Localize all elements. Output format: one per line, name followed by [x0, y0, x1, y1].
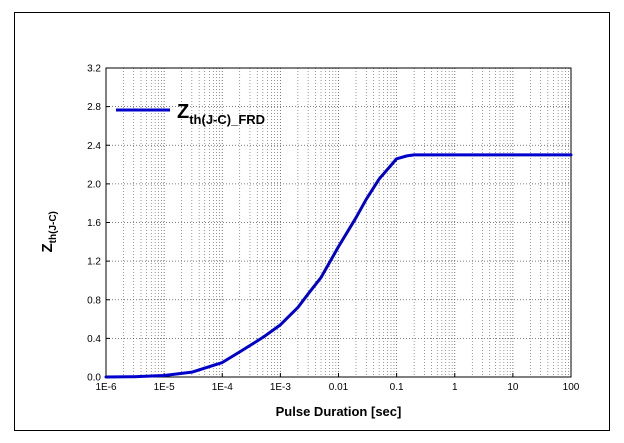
- x-tick-label: 10: [507, 382, 519, 393]
- x-tick-label: 1E-4: [212, 382, 234, 393]
- x-axis-title: Pulse Duration [sec]: [276, 404, 402, 419]
- x-tick-label: 1: [452, 382, 458, 393]
- series-line-zth-frd: [104, 153, 573, 379]
- axis-ticks: 1E-6 1E-5 1E-4 1E-3 0.01 0.1 1 10 100 0.0 0.4 0.8 1.…: [87, 64, 580, 394]
- x-tick-label: 1E-3: [270, 382, 292, 393]
- y-tick-label: 0.4: [87, 334, 101, 345]
- chart-frame: [14, 12, 610, 431]
- y-axis-title: Zth(J-C): [39, 211, 59, 252]
- y-tick-label: 2.8: [87, 102, 101, 113]
- legend-label-sub: th(J-C)_FRD: [189, 112, 265, 127]
- legend-label-main: Z: [177, 101, 189, 123]
- y-axis-title-main: Z: [39, 243, 56, 252]
- y-tick-label: 1.2: [87, 257, 101, 268]
- x-tick-label: 1E-6: [95, 382, 117, 393]
- x-tick-label: 1E-5: [154, 382, 176, 393]
- legend-label: Zth(J-C)_FRD: [177, 101, 265, 127]
- y-tick-label: 3.2: [87, 64, 101, 75]
- grid: [106, 68, 571, 377]
- y-tick-label: 0.8: [87, 295, 101, 306]
- x-tick-label: 100: [563, 382, 580, 393]
- y-tick-label: 2.4: [87, 141, 101, 152]
- y-tick-label: 0.0: [87, 373, 101, 384]
- y-tick-label: 1.6: [87, 218, 101, 229]
- x-tick-label: 0.1: [390, 382, 404, 393]
- y-tick-label: 2.0: [87, 179, 101, 190]
- y-axis-title-sub: th(J-C): [48, 211, 59, 243]
- x-tick-label: 0.01: [329, 382, 349, 393]
